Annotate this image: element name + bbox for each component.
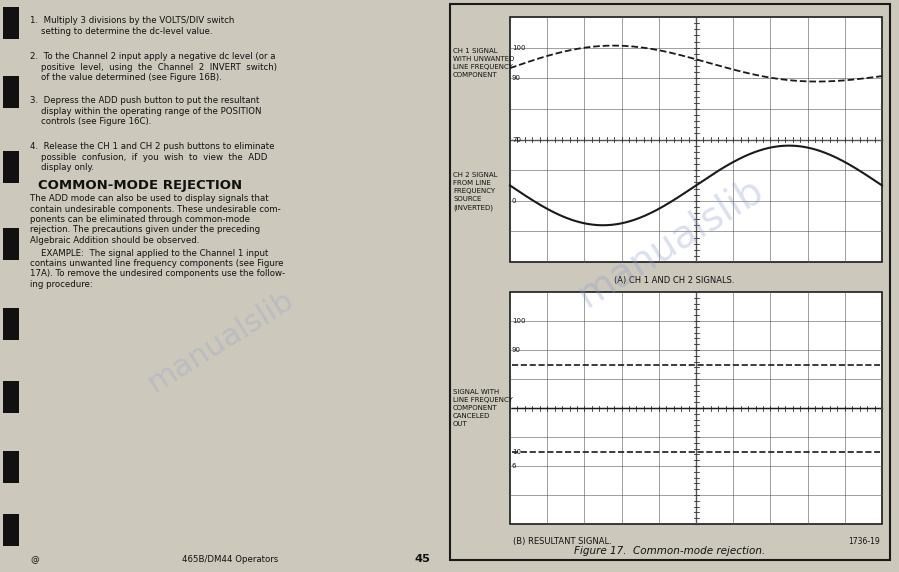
Text: ponents can be eliminated through common-mode: ponents can be eliminated through common… [30, 215, 250, 224]
Text: Algebraic Addition should be observed.: Algebraic Addition should be observed. [30, 236, 200, 245]
Text: CH 2 SIGNAL
FROM LINE
FREQUENCY
SOURCE
(INVERTED): CH 2 SIGNAL FROM LINE FREQUENCY SOURCE (… [453, 172, 497, 211]
Bar [3, 514, 19, 546]
Text: controls (see Figure 16C).: controls (see Figure 16C). [30, 117, 151, 126]
Text: 17A). To remove the undesired components use the follow-: 17A). To remove the undesired components… [30, 269, 285, 279]
Text: Figure 17.  Common-mode rejection.: Figure 17. Common-mode rejection. [574, 546, 766, 556]
Text: contain undesirable components. These undesirable com-: contain undesirable components. These un… [30, 205, 280, 213]
Bar [3, 228, 19, 260]
Text: contains unwanted line frequency components (see Figure: contains unwanted line frequency compone… [30, 259, 283, 268]
Text: (A) CH 1 AND CH 2 SIGNALS.: (A) CH 1 AND CH 2 SIGNALS. [614, 276, 734, 285]
Text: 2.  To the Channel 2 input apply a negative dc level (or a: 2. To the Channel 2 input apply a negati… [30, 52, 275, 61]
Bar [3, 451, 19, 483]
Text: 10: 10 [512, 448, 521, 455]
Text: CH 1 SIGNAL
WITH UNWANTED
LINE FREQUENCY
COMPONENT: CH 1 SIGNAL WITH UNWANTED LINE FREQUENCY… [453, 48, 514, 78]
Text: 70: 70 [512, 137, 521, 142]
Text: COMMON-MODE REJECTION: COMMON-MODE REJECTION [38, 179, 242, 192]
Text: @: @ [30, 555, 39, 564]
Bar [450, 4, 890, 560]
Text: positive  level,  using  the  Channel  2  INVERT  switch): positive level, using the Channel 2 INVE… [30, 62, 277, 72]
Bar [3, 151, 19, 183]
Text: manualslib: manualslib [142, 285, 298, 399]
Text: 45: 45 [414, 554, 430, 564]
Text: possible  confusion,  if  you  wish  to  view  the  ADD: possible confusion, if you wish to view … [30, 153, 267, 161]
Text: 90: 90 [512, 347, 521, 353]
Text: 90: 90 [512, 76, 521, 81]
Bar [3, 308, 19, 340]
Text: display only.: display only. [30, 163, 94, 172]
Text: display within the operating range of the POSITION: display within the operating range of th… [30, 106, 262, 116]
Bar [3, 381, 19, 413]
Text: 1736-19: 1736-19 [849, 537, 880, 546]
Bar [510, 17, 882, 262]
Bar [510, 292, 882, 524]
Text: (B) RESULTANT SIGNAL.: (B) RESULTANT SIGNAL. [513, 537, 611, 546]
Text: The ADD mode can also be used to display signals that: The ADD mode can also be used to display… [30, 194, 269, 203]
Text: manualslib: manualslib [570, 170, 770, 314]
Text: 3.  Depress the ADD push button to put the resultant: 3. Depress the ADD push button to put th… [30, 96, 260, 105]
Text: 0: 0 [512, 198, 517, 204]
Text: 4.  Release the CH 1 and CH 2 push buttons to eliminate: 4. Release the CH 1 and CH 2 push button… [30, 142, 274, 151]
Text: 1.  Multiply 3 divisions by the VOLTS/DIV switch: 1. Multiply 3 divisions by the VOLTS/DIV… [30, 16, 235, 25]
Text: EXAMPLE:  The signal applied to the Channel 1 input: EXAMPLE: The signal applied to the Chann… [30, 248, 269, 257]
Text: 100: 100 [512, 318, 526, 324]
Text: setting to determine the dc-level value.: setting to determine the dc-level value. [30, 26, 212, 35]
Text: ing procedure:: ing procedure: [30, 280, 93, 289]
Text: rejection. The precautions given under the preceding: rejection. The precautions given under t… [30, 225, 260, 235]
Text: 6: 6 [512, 463, 517, 469]
Text: of the value determined (see Figure 16B).: of the value determined (see Figure 16B)… [30, 73, 222, 82]
Text: SIGNAL WITH
LINE FREQUENCY
COMPONENT
CANCELED
OUT: SIGNAL WITH LINE FREQUENCY COMPONENT CAN… [453, 389, 512, 427]
Text: 100: 100 [512, 45, 526, 51]
Text: 465B/DM44 Operators: 465B/DM44 Operators [182, 555, 278, 564]
Bar [3, 7, 19, 39]
Bar [3, 76, 19, 108]
